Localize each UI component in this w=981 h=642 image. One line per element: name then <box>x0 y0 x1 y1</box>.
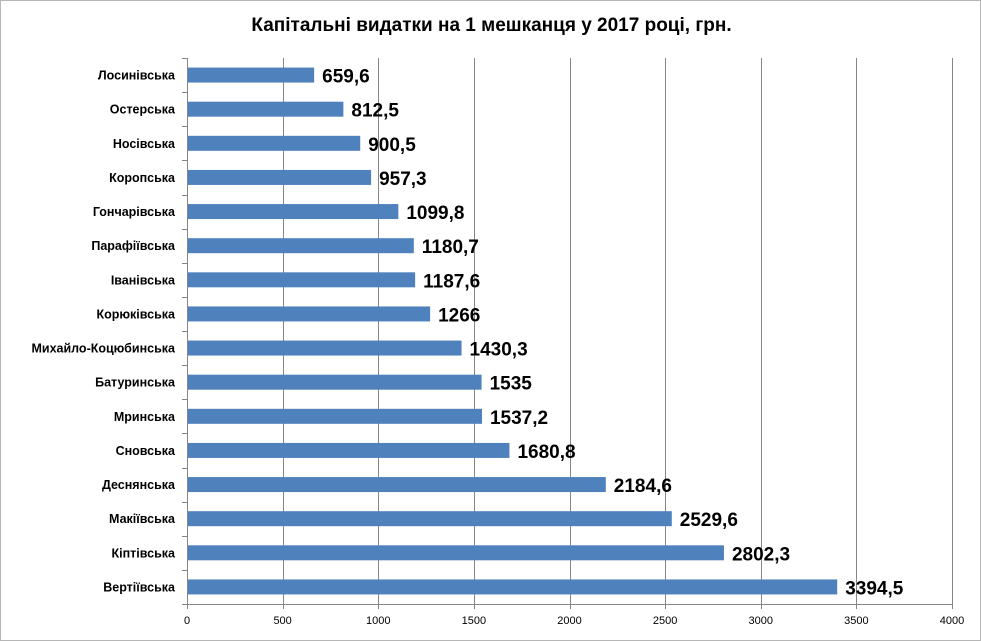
x-tick-label: 1000 <box>366 615 390 627</box>
data-label: 900,5 <box>368 135 416 156</box>
data-label: 1535 <box>490 374 533 395</box>
x-tick-label: 2500 <box>653 615 677 627</box>
data-label: 1180,7 <box>422 237 479 258</box>
bar <box>188 272 416 288</box>
category-label: Кіптівська <box>112 546 177 560</box>
bar <box>188 579 838 595</box>
category-label: Коропська <box>109 171 176 185</box>
category-label: Корюківська <box>96 307 176 321</box>
bar <box>188 408 482 424</box>
bar <box>188 67 315 83</box>
data-label: 2802,3 <box>732 544 790 565</box>
bar <box>188 101 344 117</box>
category-label: Деснянська <box>102 478 176 492</box>
data-label: 1266 <box>438 305 480 326</box>
category-label: Носівська <box>113 137 176 151</box>
chart-title: Капітальні видатки на 1 мешканця у 2017 … <box>251 15 732 36</box>
category-label: Парафіївська <box>91 239 176 253</box>
category-label: Вертіївська <box>103 580 176 594</box>
category-label: Михайло-Коцюбинська <box>31 342 176 356</box>
bar <box>188 340 462 356</box>
category-label: Гончарівська <box>93 205 176 219</box>
x-tick-label: 2000 <box>557 615 581 627</box>
category-label: Остерська <box>110 103 176 117</box>
category-label: Мринська <box>114 410 176 424</box>
bar <box>188 442 510 458</box>
category-label: Іванівська <box>111 273 176 287</box>
data-label: 1099,8 <box>406 203 464 224</box>
data-label: 2529,6 <box>680 510 738 531</box>
data-label: 1537,2 <box>490 408 548 429</box>
x-tick-label: 0 <box>184 615 190 627</box>
x-tick-label: 1500 <box>462 615 486 627</box>
bar <box>188 306 431 322</box>
data-label: 812,5 <box>351 101 399 122</box>
data-label: 3394,5 <box>845 578 904 599</box>
category-label: Батуринська <box>95 376 176 390</box>
x-tick-label: 3000 <box>749 615 773 627</box>
bar <box>188 545 724 561</box>
bar <box>188 169 372 185</box>
data-label: 659,6 <box>322 67 370 88</box>
bar <box>188 135 361 151</box>
x-tick-label: 3500 <box>844 615 868 627</box>
data-label: 1430,3 <box>470 340 528 361</box>
data-label: 1680,8 <box>517 442 575 463</box>
x-tick-label: 500 <box>273 615 291 627</box>
bar <box>188 374 482 390</box>
bar <box>188 204 399 220</box>
data-label: 957,3 <box>379 169 427 190</box>
category-label: Макіївська <box>109 512 176 526</box>
data-label: 1187,6 <box>423 271 480 292</box>
x-tick-label: 4000 <box>940 615 964 627</box>
category-label: Сновська <box>116 444 176 458</box>
bar <box>188 511 672 527</box>
category-label: Лосинівська <box>98 69 176 83</box>
bar <box>188 477 606 493</box>
bar <box>188 238 414 254</box>
data-label: 2184,6 <box>614 476 672 497</box>
